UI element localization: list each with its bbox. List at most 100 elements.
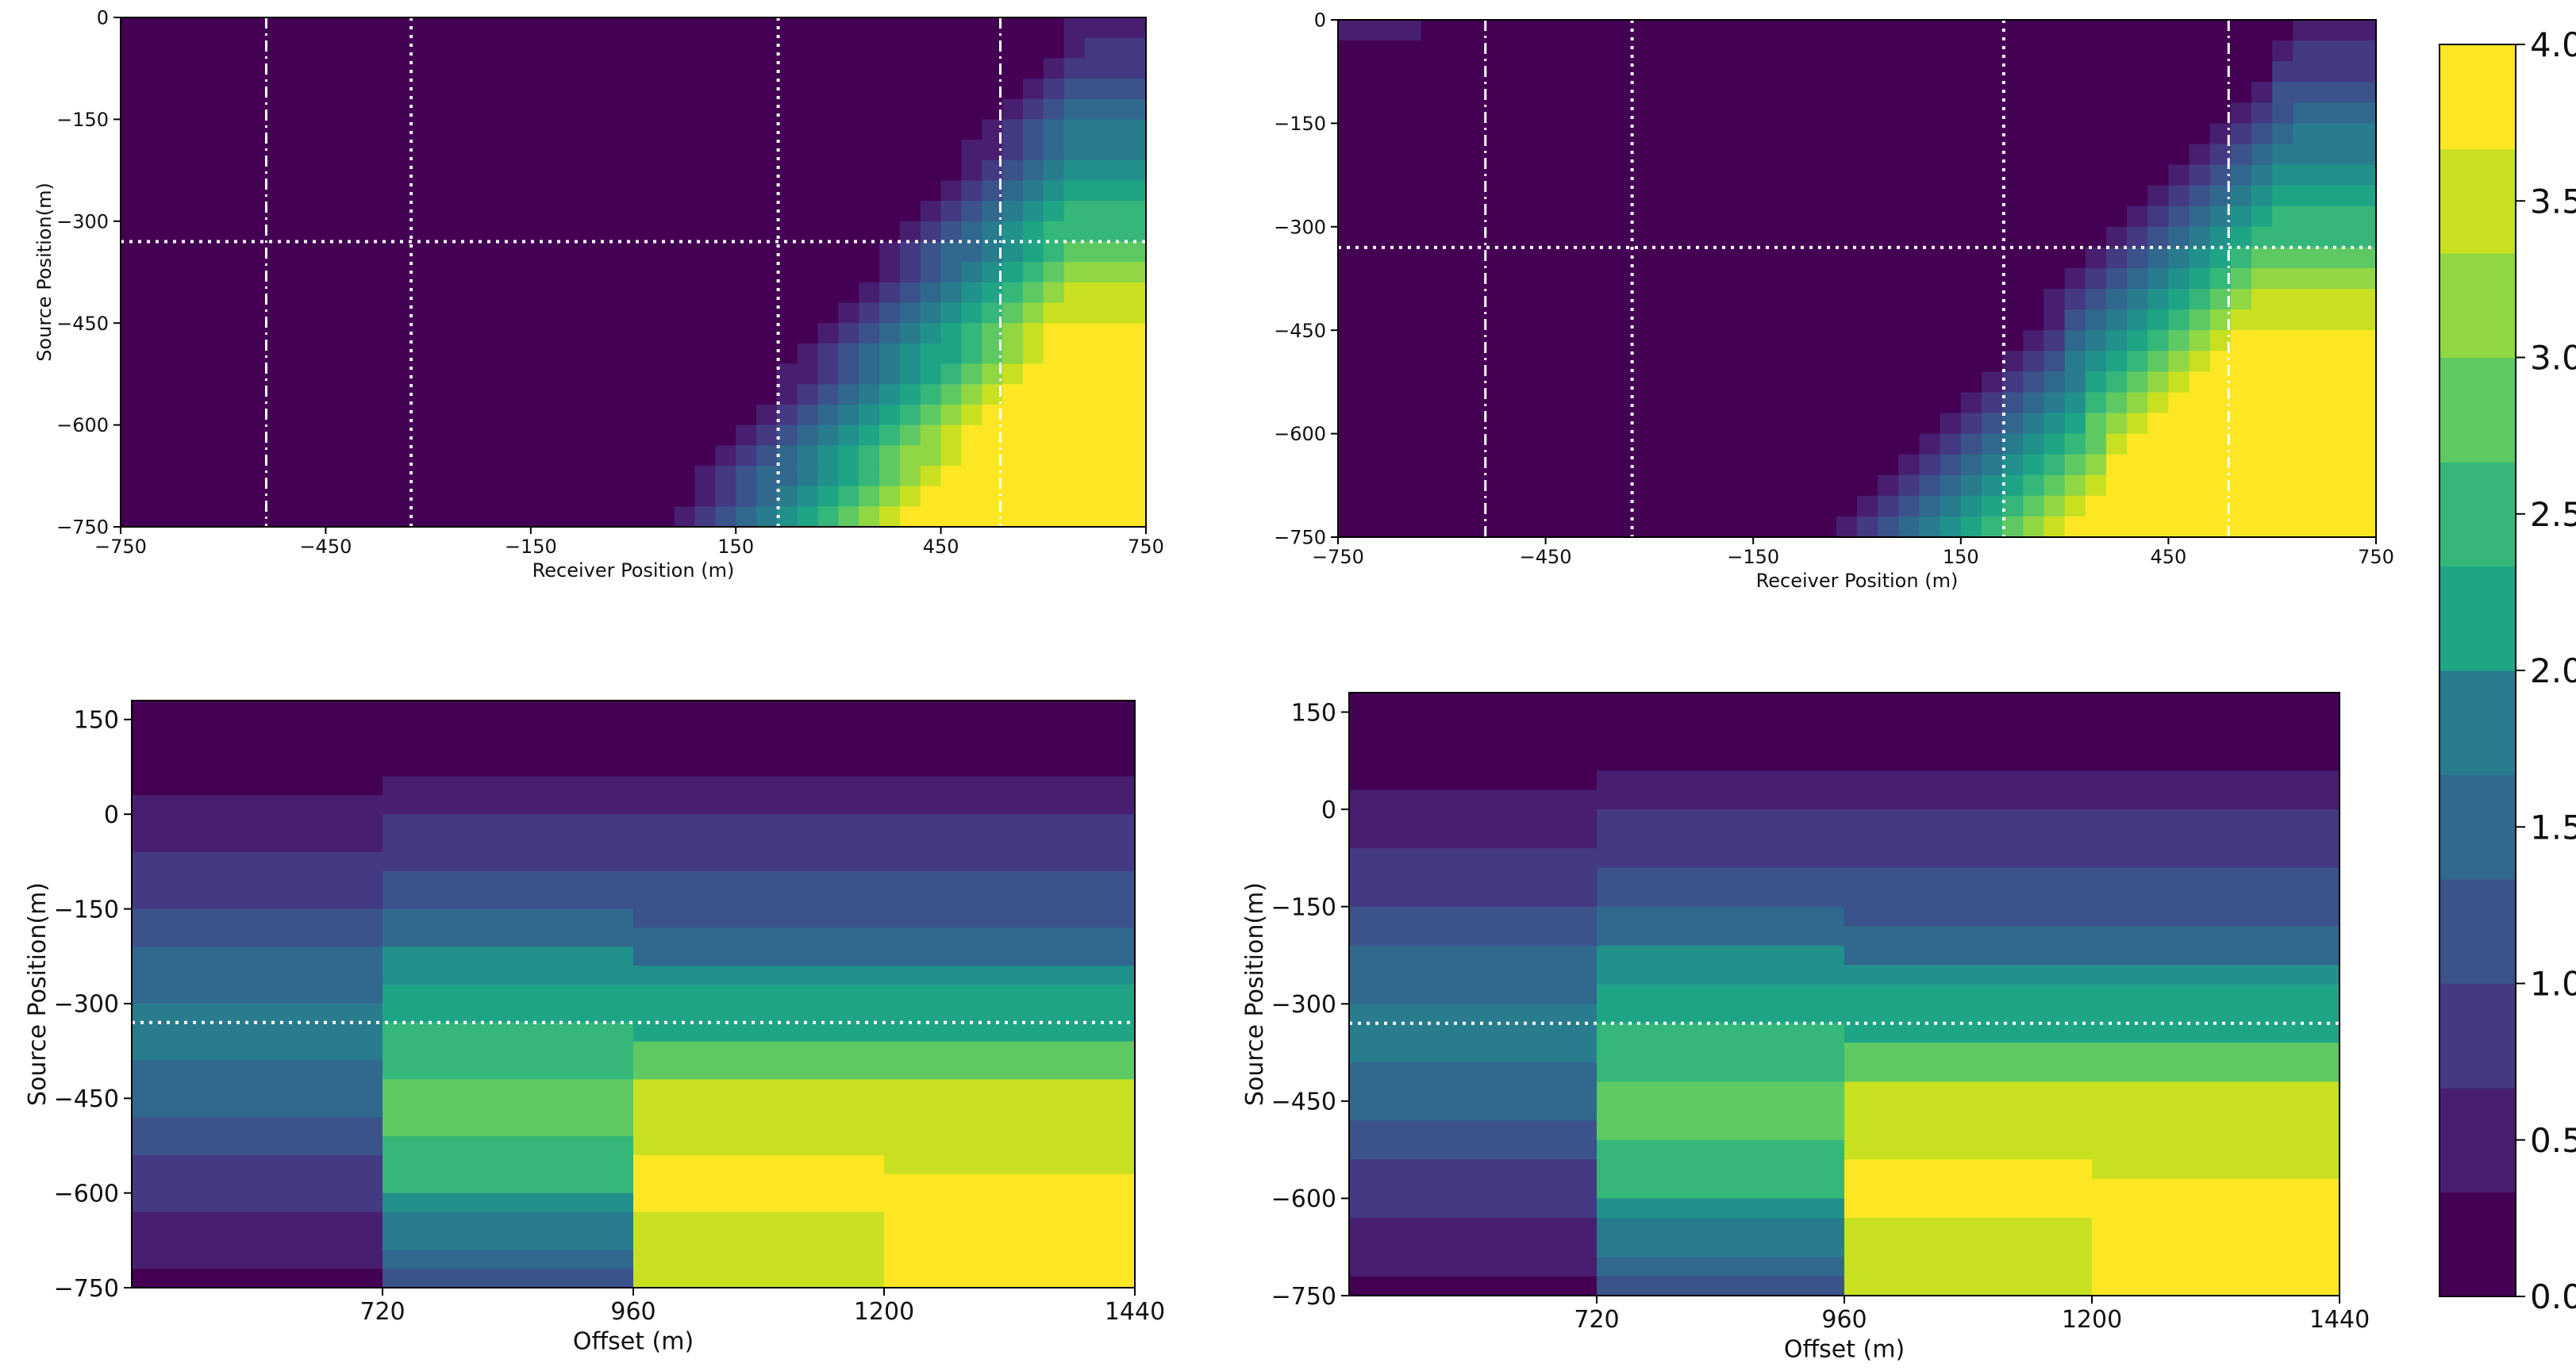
heatmap-cell [1043, 79, 1065, 100]
heatmap-cell [2251, 267, 2273, 290]
heatmap-cell [2313, 61, 2336, 83]
heatmap-band [884, 814, 1135, 872]
heatmap-cell [899, 323, 921, 344]
heatmap-band [383, 776, 634, 815]
heatmap-cell [1960, 392, 1982, 414]
heatmap-cell [2313, 454, 2336, 476]
heatmap-cell [1043, 445, 1065, 467]
heatmap-cell [2355, 247, 2376, 269]
heatmap-cell [1063, 506, 1086, 527]
y-tick-label: −300 [54, 991, 119, 1019]
heatmap-cell [2043, 454, 2066, 476]
heatmap-cell [2293, 413, 2315, 435]
colorbar-tick-label: 3.5 [2530, 182, 2576, 221]
heatmap-cell [2272, 474, 2293, 497]
heatmap-cell [1043, 282, 1065, 304]
heatmap-cell [776, 363, 798, 385]
heatmap-cell [2189, 164, 2211, 186]
heatmap-cell [1125, 201, 1146, 222]
heatmap-band [2092, 1081, 2340, 1180]
heatmap-cell [2293, 20, 2315, 41]
heatmap-cell [1002, 140, 1024, 161]
heatmap-cell [2168, 226, 2190, 248]
heatmap-band [1597, 1198, 1845, 1219]
heatmap-cell [2189, 495, 2211, 517]
x-tick-label: 1200 [2062, 1306, 2122, 1334]
heatmap-cell [920, 302, 942, 324]
heatmap-cell [1084, 79, 1105, 100]
x-tick-label: 720 [359, 1298, 405, 1326]
heatmap-cell [1043, 201, 1065, 222]
heatmap-cell [2355, 309, 2376, 331]
heatmap-cell [2313, 309, 2336, 331]
heatmap-cell [1898, 516, 1920, 537]
heatmap-band [1597, 984, 1845, 1024]
heatmap-cell [1063, 221, 1086, 243]
heatmap-cell [2313, 371, 2336, 394]
heatmap-cell [797, 343, 819, 365]
heatmap-cell [961, 445, 982, 467]
heatmap-band [1844, 965, 2093, 985]
heatmap-cell [817, 424, 839, 446]
heatmap-cell [715, 506, 736, 527]
heatmap-cell [1125, 282, 1146, 304]
heatmap-cell [1125, 140, 1146, 161]
heatmap-cell [2355, 330, 2376, 351]
heatmap-cell [2355, 413, 2376, 435]
y-tick-label: 0 [1321, 797, 1336, 824]
heatmap-band [1597, 1081, 1845, 1141]
x-tick-label: −450 [1520, 546, 1572, 568]
heatmap-cell [1002, 404, 1024, 426]
heatmap-cell [2251, 144, 2273, 166]
heatmap-cell [2293, 247, 2315, 269]
heatmap-cell [2355, 144, 2376, 166]
heatmap-band [1597, 945, 1845, 985]
heatmap-cell [2105, 371, 2128, 394]
heatmap-band [383, 701, 634, 778]
heatmap-cell [2334, 309, 2356, 331]
heatmap-cell [1125, 445, 1146, 467]
heatmap-cell [2334, 164, 2356, 186]
heatmap-cell [1125, 79, 1146, 100]
colorbar-segment [2440, 253, 2516, 359]
heatmap-band [383, 947, 634, 985]
heatmap-cell [2334, 20, 2356, 41]
heatmap-cell [940, 343, 963, 365]
heatmap-cell [2189, 392, 2211, 414]
heatmap-cell [1125, 119, 1146, 140]
heatmap-cell [961, 506, 982, 527]
heatmap-cell [2023, 413, 2045, 435]
heatmap-cell [2230, 474, 2252, 497]
heatmap-cell [2127, 309, 2148, 331]
heatmap-cell [1125, 486, 1146, 507]
heatmap-cell [1063, 201, 1086, 222]
heatmap-cell [1043, 302, 1065, 324]
y-tick-label: 0 [104, 801, 119, 829]
heatmap-cell [2313, 123, 2336, 145]
heatmap-cell [1105, 404, 1126, 426]
heatmap-cell [920, 343, 942, 365]
heatmap-band [1349, 789, 1598, 849]
heatmap-cell [920, 506, 942, 527]
heatmap-cell [2251, 392, 2273, 414]
heatmap-cell [2293, 267, 2315, 290]
heatmap-band [884, 1173, 1135, 1288]
heatmap-cell [2272, 392, 2293, 414]
heatmap-cell [1063, 37, 1086, 59]
heatmap-cell [1002, 424, 1024, 446]
heatmap-band [1844, 984, 2093, 1043]
heatmap-band [884, 1041, 1135, 1081]
heatmap-cell [1125, 404, 1146, 426]
heatmap-cell [2002, 495, 2024, 517]
heatmap-cell [2293, 226, 2315, 248]
heatmap-cell [2002, 454, 2024, 476]
heatmap-cell [2168, 371, 2190, 394]
heatmap-cell [1063, 98, 1086, 120]
heatmap-cell [2168, 289, 2190, 310]
heatmap-cell [2355, 371, 2376, 394]
y-tick-label: 150 [1291, 699, 1336, 727]
heatmap-band [1597, 809, 1845, 869]
heatmap-cell [2105, 267, 2128, 290]
heatmap-cell [940, 424, 963, 446]
heatmap-cell [2105, 516, 2128, 537]
